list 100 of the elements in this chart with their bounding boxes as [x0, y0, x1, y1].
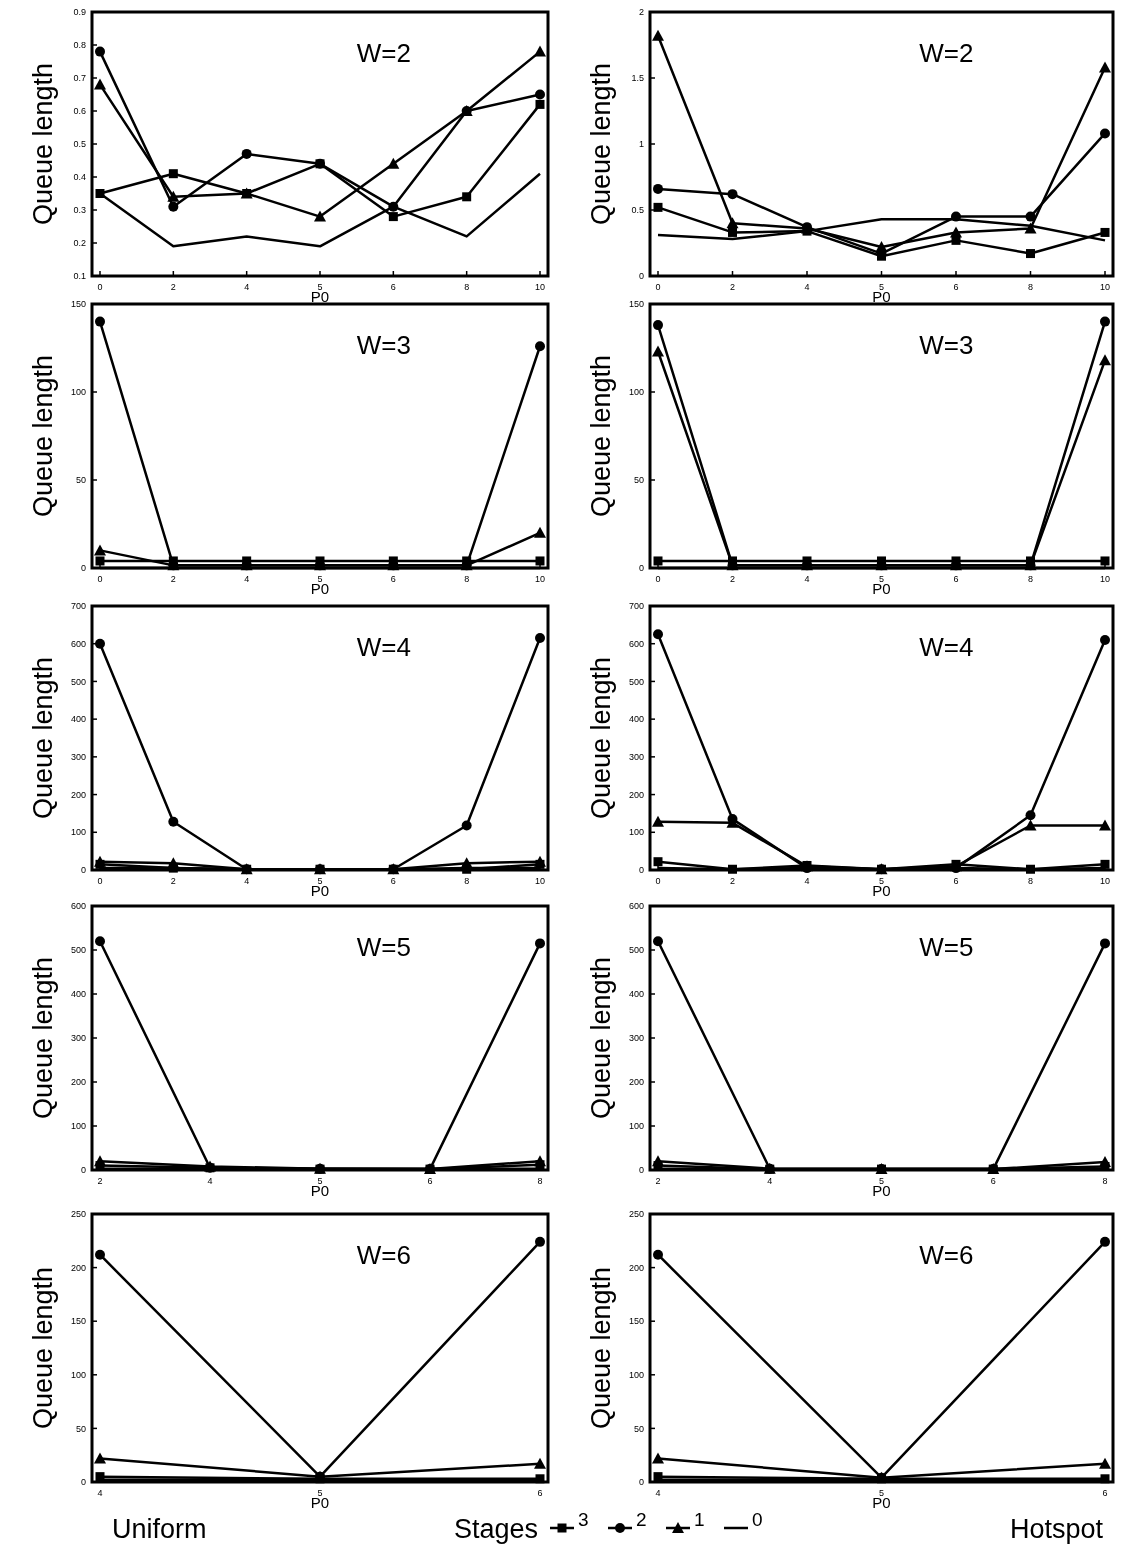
x-tick-label: 10: [1099, 574, 1111, 584]
y-tick-label: 50: [633, 1423, 644, 1434]
text: Hotspot: [1009, 1514, 1104, 1544]
y-axis-title: Queue length: [586, 354, 616, 518]
x-tick-label: 5: [878, 876, 885, 886]
y-tick-label: 200: [70, 1262, 86, 1273]
y-tick-label: 200: [628, 1262, 644, 1273]
y-tick-label: 500: [70, 945, 86, 956]
x-tick-label: 2: [170, 574, 176, 584]
x-tick-label: 5: [878, 1176, 885, 1186]
y-axis-title: Queue length: [28, 62, 58, 226]
text: W=4: [919, 632, 974, 662]
y-axis-title: Queue length: [586, 1266, 616, 1430]
x-tick-label: 2: [97, 1176, 103, 1186]
y-tick-label: 0.4: [73, 172, 86, 183]
text: W=3: [919, 330, 974, 360]
x-tick-label: 6: [1102, 1488, 1108, 1498]
y-tick-label: 100: [70, 827, 86, 838]
y-tick-label: 600: [628, 638, 644, 649]
x-tick-label: 5: [878, 282, 885, 292]
x-tick-label: 6: [390, 282, 396, 292]
y-tick-label: 0: [638, 1477, 644, 1488]
y-tick-label: 2: [638, 7, 644, 18]
x-tick-label: 8: [464, 574, 470, 584]
y-tick-label: 300: [628, 1033, 644, 1044]
y-tick-label: 50: [75, 475, 86, 486]
x-tick-label: 6: [390, 574, 396, 584]
x-tick-label: 2: [655, 1176, 661, 1186]
y-tick-label: 100: [70, 1369, 86, 1380]
y-axis-title: Queue length: [28, 354, 58, 518]
y-tick-label: 100: [628, 1121, 644, 1132]
y-tick-label: 150: [70, 299, 86, 310]
y-tick-label: 700: [70, 601, 86, 612]
y-tick-label: 400: [70, 714, 86, 725]
x-tick-label: 2: [170, 282, 176, 292]
y-tick-label: 100: [70, 1121, 86, 1132]
x-tick-label: 4: [804, 282, 810, 292]
y-tick-label: 0: [80, 563, 86, 574]
x-tick-label: 6: [990, 1176, 996, 1186]
y-tick-label: 700: [628, 601, 644, 612]
x-tick-label: 5: [317, 876, 323, 886]
x-tick-label: 5: [878, 574, 885, 584]
y-tick-label: 0: [80, 1165, 86, 1176]
y-tick-label: 200: [70, 1077, 86, 1088]
y-axis-title: Queue length: [28, 656, 58, 820]
x-tick-label: 0: [97, 876, 103, 886]
x-tick-label: 10: [534, 282, 546, 292]
x-tick-label: 8: [1027, 876, 1034, 886]
y-tick-label: 0.2: [73, 238, 86, 249]
x-tick-label: 6: [427, 1176, 433, 1186]
y-tick-label: 500: [70, 676, 86, 687]
y-tick-label: 600: [628, 901, 644, 912]
text: W=6: [919, 1240, 974, 1270]
x-tick-label: 10: [534, 574, 546, 584]
y-tick-label: 500: [628, 676, 644, 687]
y-tick-label: 300: [70, 1033, 86, 1044]
x-tick-label: 2: [729, 282, 736, 292]
y-tick-label: 300: [628, 752, 644, 763]
x-tick-label: 5: [317, 282, 323, 292]
y-tick-label: 500: [628, 945, 644, 956]
y-axis-title: Queue length: [28, 956, 58, 1120]
y-tick-label: 0: [80, 865, 86, 876]
x-tick-label: 0: [655, 574, 661, 584]
x-tick-label: 0: [655, 282, 661, 292]
y-tick-label: 100: [628, 387, 644, 398]
x-tick-label: 4: [244, 574, 250, 584]
y-tick-label: 50: [75, 1423, 86, 1434]
x-tick-label: 0: [97, 574, 103, 584]
y-tick-label: 400: [628, 989, 644, 1000]
x-tick-label: 6: [953, 574, 959, 584]
x-tick-label: 4: [97, 1488, 103, 1498]
y-tick-label: 400: [70, 989, 86, 1000]
legend-label: 0: [752, 1509, 763, 1531]
x-tick-label: 4: [767, 1176, 773, 1186]
text: W=2: [356, 38, 411, 68]
x-tick-label: 5: [317, 1176, 323, 1186]
x-tick-label: 8: [464, 282, 470, 292]
y-tick-label: 100: [628, 827, 644, 838]
y-tick-label: 250: [70, 1209, 86, 1220]
x-tick-label: 8: [464, 876, 470, 886]
x-tick-label: 0: [97, 282, 103, 292]
y-tick-label: 200: [70, 789, 86, 800]
x-tick-label: 6: [953, 282, 959, 292]
x-tick-label: 10: [1099, 282, 1111, 292]
y-tick-label: 600: [70, 638, 86, 649]
y-tick-label: 0: [638, 865, 644, 876]
text: W=2: [919, 38, 974, 68]
y-tick-label: 250: [628, 1209, 644, 1220]
x-tick-label: 5: [317, 574, 323, 584]
y-axis-title: Queue length: [28, 1266, 58, 1430]
x-tick-label: 4: [244, 876, 250, 886]
x-tick-label: 2: [170, 876, 176, 886]
y-tick-label: 200: [628, 789, 644, 800]
text: W=5: [356, 932, 411, 962]
y-axis-title: Queue length: [586, 656, 616, 820]
y-tick-label: 0.6: [73, 106, 86, 117]
x-tick-label: 8: [537, 1176, 543, 1186]
y-tick-label: 0: [638, 563, 644, 574]
y-tick-label: 0.5: [631, 205, 644, 216]
y-tick-label: 50: [633, 475, 644, 486]
